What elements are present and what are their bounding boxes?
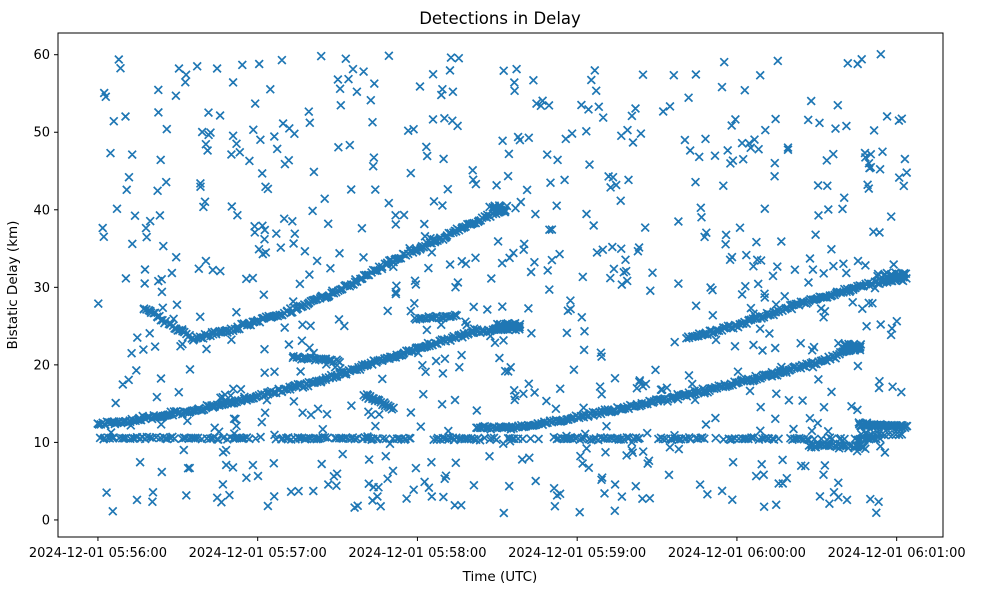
y-tick-label: 60 [33, 48, 50, 63]
y-axis-label: Bistatic Delay (km) [5, 221, 21, 350]
x-tick-label: 2024-12-01 06:00:00 [668, 546, 806, 561]
x-axis-label: Time (UTC) [462, 569, 538, 585]
x-tick-label: 2024-12-01 06:01:00 [828, 546, 966, 561]
x-tick-label: 2024-12-01 05:56:00 [29, 546, 167, 561]
x-tick-label: 2024-12-01 05:57:00 [189, 546, 327, 561]
y-tick-label: 30 [33, 281, 50, 296]
y-tick-label: 20 [33, 358, 50, 373]
y-tick-label: 10 [33, 436, 50, 451]
y-tick-label: 0 [42, 513, 50, 528]
plot-frame [57, 32, 944, 538]
y-tick-label: 50 [33, 126, 50, 141]
y-tick-label: 40 [33, 203, 50, 218]
scatter-points [93, 49, 912, 518]
axis-ticks: 2024-12-01 05:56:00 2024-12-01 05:57:00 20… [29, 48, 966, 561]
chart-title: Detections in Delay [419, 9, 581, 28]
x-tick-label: 2024-12-01 05:59:00 [508, 546, 646, 561]
x-tick-label: 2024-12-01 05:58:00 [348, 546, 486, 561]
detection-markers [93, 49, 912, 518]
